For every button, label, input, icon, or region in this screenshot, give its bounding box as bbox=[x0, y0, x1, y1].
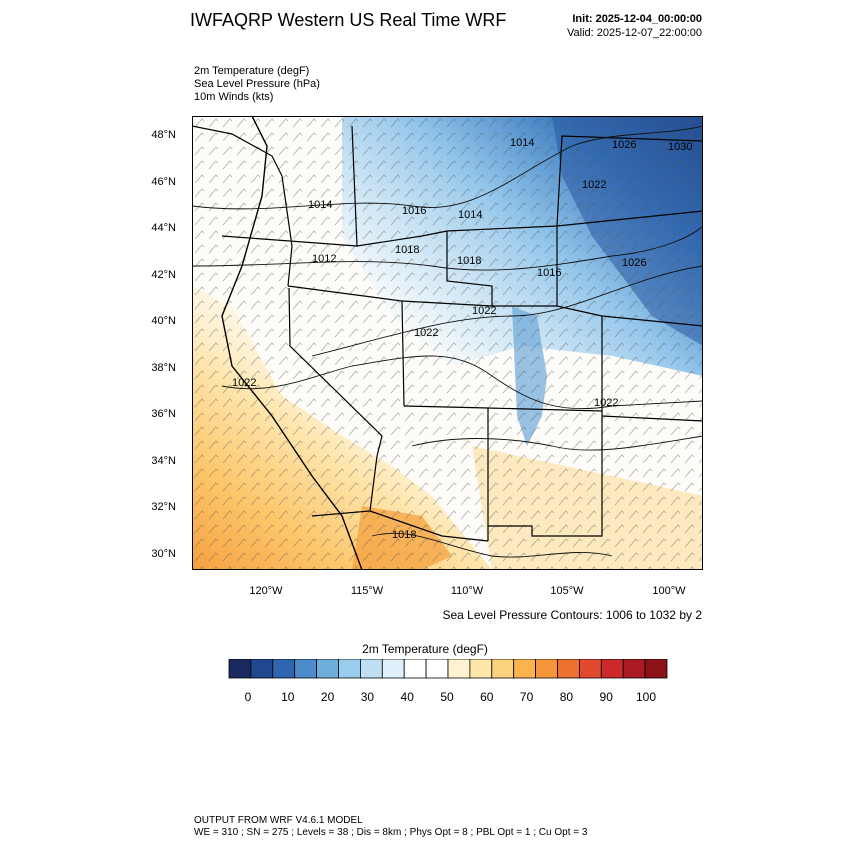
lon-label: 120°W bbox=[249, 585, 283, 597]
lat-label: 34°N bbox=[151, 455, 176, 467]
colorbar-swatch bbox=[644, 659, 668, 679]
colorbar-swatch bbox=[513, 659, 537, 679]
pressure-label: 1022 bbox=[414, 327, 438, 339]
map-plot: 1014 1026 1030 1022 1014 1016 1014 1012 … bbox=[192, 116, 703, 570]
pressure-label: 1016 bbox=[402, 205, 426, 217]
lon-label: 105°W bbox=[550, 585, 584, 597]
colorbar-swatch bbox=[425, 659, 449, 679]
lat-label: 44°N bbox=[151, 222, 176, 234]
colorbar-swatch bbox=[381, 659, 405, 679]
field-temperature: 2m Temperature (degF) bbox=[194, 65, 310, 77]
map-frame bbox=[192, 116, 703, 570]
colorbar-tick-label: 80 bbox=[560, 690, 574, 704]
colorbar-swatch bbox=[294, 659, 317, 679]
lat-label: 38°N bbox=[151, 362, 176, 374]
lat-label: 46°N bbox=[151, 176, 176, 188]
init-time: Init: 2025-12-04_00:00:00 bbox=[572, 13, 702, 25]
footer-line-2: WE = 310 ; SN = 275 ; Levels = 38 ; Dis … bbox=[194, 827, 588, 838]
pressure-label: 1022 bbox=[472, 305, 496, 317]
field-winds: 10m Winds (kts) bbox=[194, 91, 274, 103]
model-footer: OUTPUT FROM WRF V4.6.1 MODEL WE = 310 ; … bbox=[194, 815, 587, 839]
lat-label: 32°N bbox=[151, 501, 176, 513]
pressure-contours bbox=[192, 125, 703, 558]
colorbar-swatch bbox=[491, 659, 515, 679]
pressure-label: 1018 bbox=[457, 255, 481, 267]
pressure-label: 1018 bbox=[395, 244, 419, 256]
wind-barbs bbox=[192, 116, 703, 570]
colorbar-swatch bbox=[403, 659, 427, 679]
colorbar-swatch bbox=[557, 659, 580, 679]
colorbar-swatch bbox=[600, 659, 624, 679]
colorbar-swatch bbox=[447, 659, 471, 679]
colorbar-swatch bbox=[535, 659, 558, 679]
pressure-label: 1016 bbox=[537, 267, 561, 279]
colorbar-title: 2m Temperature (degF) bbox=[362, 642, 488, 656]
pressure-label: 1022 bbox=[232, 377, 256, 389]
colorbar-tick-label: 50 bbox=[440, 690, 454, 704]
valid-time: Valid: 2025-12-07_22:00:00 bbox=[567, 27, 702, 39]
colorbar-tick-label: 40 bbox=[401, 690, 415, 704]
colorbar-swatch bbox=[272, 659, 296, 679]
pressure-label: 1018 bbox=[392, 529, 416, 541]
colorbar-tick-label: 30 bbox=[361, 690, 375, 704]
lat-label: 40°N bbox=[151, 315, 176, 327]
colorbar: 0 10 20 30 40 50 60 70 80 90 100 bbox=[228, 659, 668, 704]
colorbar-swatch bbox=[578, 659, 602, 679]
colorbar-swatch bbox=[338, 659, 361, 679]
coastline bbox=[221, 116, 363, 570]
lat-label: 30°N bbox=[151, 548, 176, 560]
pressure-label: 1030 bbox=[668, 141, 692, 153]
pressure-label: 1022 bbox=[594, 397, 618, 409]
colorbar-swatch bbox=[469, 659, 493, 679]
contour-note: Sea Level Pressure Contours: 1006 to 103… bbox=[442, 608, 703, 622]
field-list: 2m Temperature (degF) Sea Level Pressure… bbox=[194, 65, 320, 104]
pressure-label: 1022 bbox=[582, 179, 606, 191]
colorbar-tick-label: 60 bbox=[480, 690, 494, 704]
pressure-label: 1026 bbox=[622, 257, 646, 269]
lat-label: 36°N bbox=[151, 408, 176, 420]
pressure-label: 1012 bbox=[312, 253, 336, 265]
colorbar-tick-label: 70 bbox=[520, 690, 534, 704]
footer-line-1: OUTPUT FROM WRF V4.6.1 MODEL bbox=[194, 815, 363, 826]
pressure-label: 1026 bbox=[612, 139, 636, 151]
lon-label: 110°W bbox=[450, 585, 484, 597]
colorbar-swatch bbox=[228, 659, 252, 679]
colorbar-tick-label: 90 bbox=[600, 690, 614, 704]
lat-label: 42°N bbox=[151, 269, 176, 281]
pressure-label: 1014 bbox=[308, 199, 332, 211]
lat-label: 48°N bbox=[151, 129, 176, 141]
colorbar-tick-label: 10 bbox=[281, 690, 295, 704]
colorbar-tick-label: 100 bbox=[636, 690, 656, 704]
colorbar-swatch bbox=[250, 659, 274, 679]
pressure-label: 1014 bbox=[510, 137, 534, 149]
colorbar-tick-label: 20 bbox=[321, 690, 335, 704]
state-boundaries bbox=[192, 125, 703, 542]
lon-label: 115°W bbox=[350, 585, 384, 597]
pressure-labels: 1014 1026 1030 1022 1014 1016 1014 1012 … bbox=[232, 137, 692, 541]
map-title: IWFAQRP Western US Real Time WRF bbox=[190, 10, 507, 30]
colorbar-swatch bbox=[622, 659, 646, 679]
pressure-label: 1014 bbox=[458, 209, 482, 221]
colorbar-swatch bbox=[316, 659, 339, 679]
colorbar-tick-label: 0 bbox=[245, 690, 252, 704]
field-pressure: Sea Level Pressure (hPa) bbox=[194, 78, 320, 90]
lon-label: 100°W bbox=[652, 585, 686, 597]
colorbar-swatch bbox=[359, 659, 383, 679]
